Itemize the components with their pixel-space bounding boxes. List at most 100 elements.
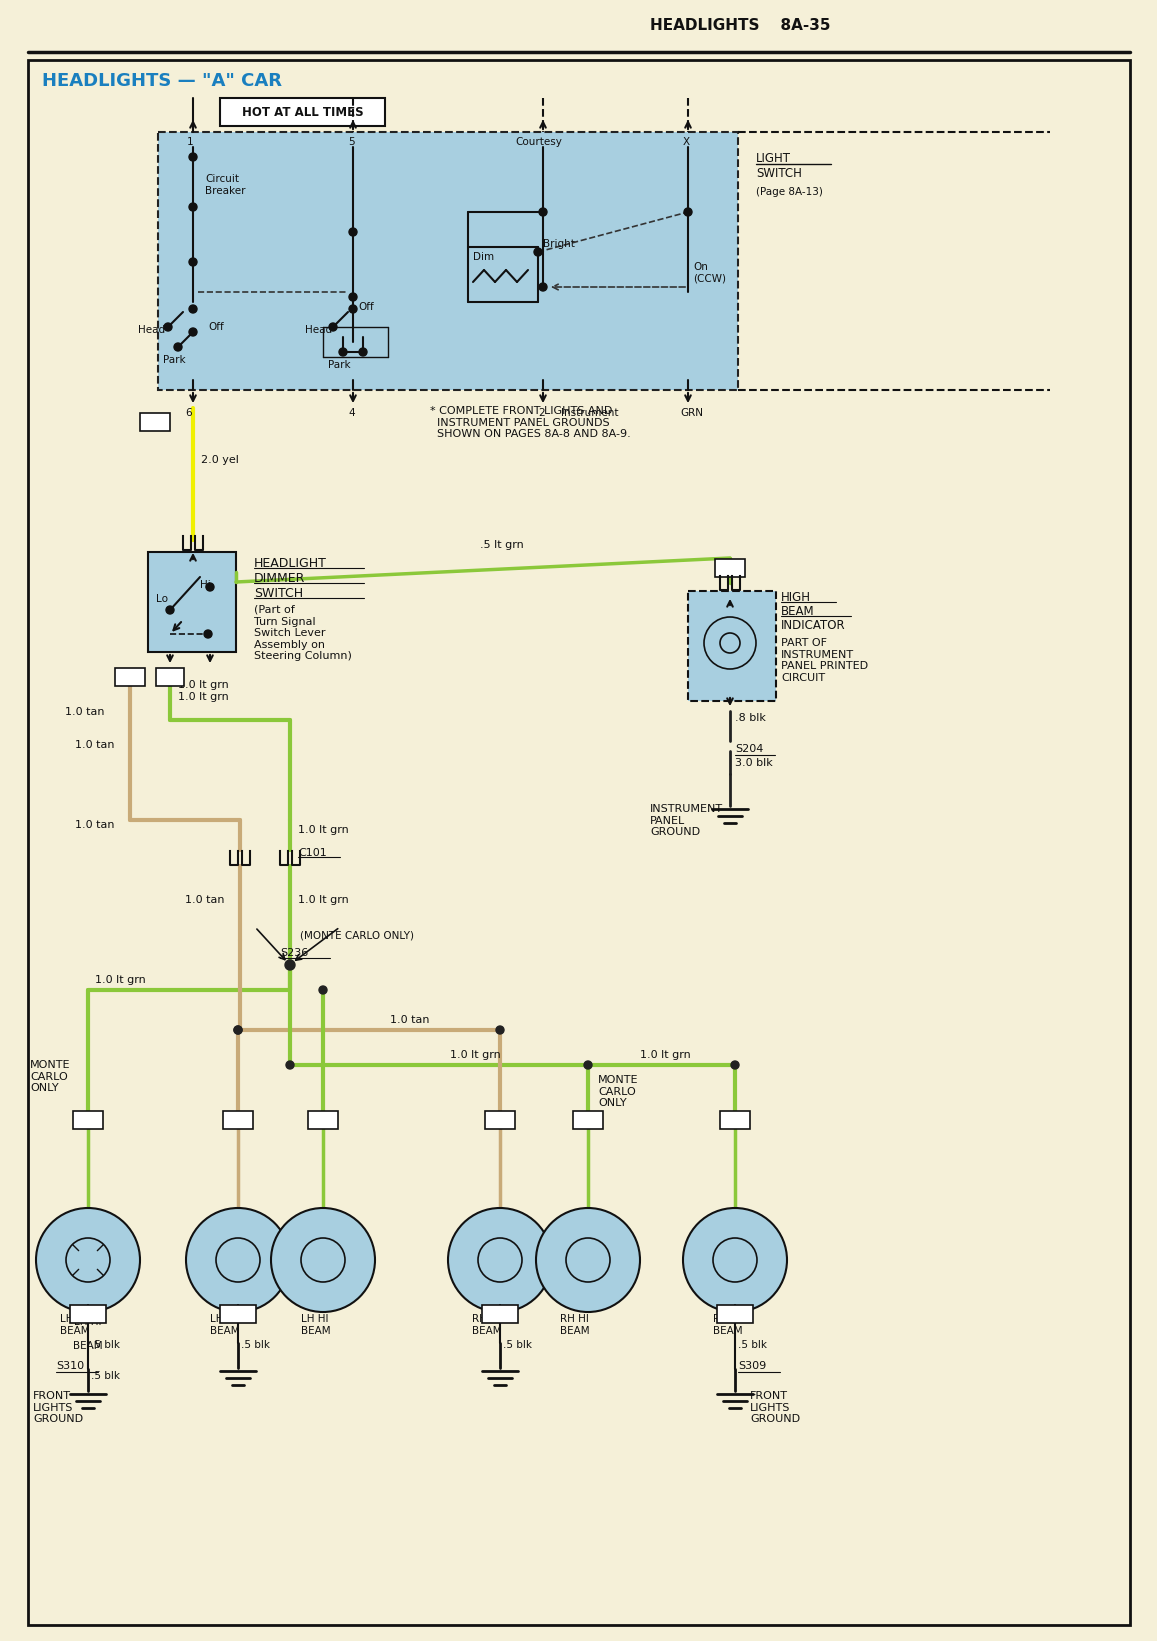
Text: MONTE
CARLO
ONLY: MONTE CARLO ONLY [30, 1060, 71, 1093]
Text: Lo: Lo [156, 594, 168, 604]
Bar [159, 131, 738, 391]
Text: MONTE
CARLO
ONLY: MONTE CARLO ONLY [598, 1075, 639, 1108]
Text: 11: 11 [163, 673, 177, 683]
Bar [115, 668, 145, 686]
Circle shape [349, 305, 358, 313]
Text: S310: S310 [56, 1360, 84, 1370]
Circle shape [448, 1208, 552, 1313]
Circle shape [684, 208, 692, 217]
Circle shape [285, 960, 295, 970]
Text: 154: 154 [724, 1311, 745, 1321]
Text: (Page 8A-13): (Page 8A-13) [756, 187, 823, 197]
Text: Bright: Bright [543, 240, 575, 249]
Text: Circuit
Breaker: Circuit Breaker [205, 174, 245, 195]
Circle shape [189, 258, 197, 266]
Text: X: X [683, 136, 690, 148]
Bar [717, 1305, 753, 1323]
Text: RH HI: RH HI [560, 1314, 589, 1324]
Text: 4: 4 [348, 409, 355, 418]
Text: BEAM: BEAM [781, 606, 815, 619]
Text: 10: 10 [148, 417, 162, 427]
Text: (Part of
Turn Signal
Switch Lever
Assembly on
Steering Column): (Part of Turn Signal Switch Lever Assemb… [255, 606, 352, 661]
Text: S309: S309 [738, 1360, 766, 1370]
Circle shape [329, 323, 337, 331]
Text: PART OF
INSTRUMENT
PANEL PRINTED
CIRCUIT: PART OF INSTRUMENT PANEL PRINTED CIRCUIT [781, 638, 868, 683]
Text: BEAM: BEAM [560, 1326, 590, 1336]
Text: FRONT
LIGHTS
GROUND: FRONT LIGHTS GROUND [750, 1392, 801, 1424]
Text: .5 lt grn: .5 lt grn [480, 540, 524, 550]
Text: Head: Head [138, 325, 165, 335]
Circle shape [234, 1026, 242, 1034]
Circle shape [496, 1026, 504, 1034]
Text: 11: 11 [723, 563, 737, 573]
Text: Hi: Hi [200, 579, 211, 591]
Text: HEADLIGHTS    8A-35: HEADLIGHTS 8A-35 [650, 18, 831, 33]
Circle shape [319, 986, 327, 994]
Text: BEAM: BEAM [301, 1326, 331, 1336]
Bar [308, 1111, 338, 1129]
Text: Park: Park [327, 359, 351, 369]
Circle shape [359, 348, 367, 356]
Circle shape [165, 606, 174, 614]
Text: 1: 1 [187, 136, 193, 148]
Text: Courtesy: Courtesy [515, 136, 562, 148]
Text: 12: 12 [231, 1114, 245, 1126]
Text: .5 blk: .5 blk [241, 1341, 270, 1351]
Text: 1.0 lt grn: 1.0 lt grn [299, 825, 348, 835]
Text: LIGHT: LIGHT [756, 153, 791, 166]
Text: Park: Park [163, 354, 185, 364]
Text: .5 blk: .5 blk [91, 1341, 120, 1351]
Text: LH HI: LH HI [74, 1318, 102, 1328]
Circle shape [189, 153, 197, 161]
Text: SWITCH: SWITCH [756, 167, 802, 181]
Circle shape [189, 328, 197, 336]
Text: * COMPLETE FRONT LIGHTS AND
  INSTRUMENT PANEL GROUNDS
  SHOWN ON PAGES 8A-8 AND: * COMPLETE FRONT LIGHTS AND INSTRUMENT P… [430, 405, 631, 440]
Circle shape [539, 208, 547, 217]
Text: Head: Head [305, 325, 332, 335]
Text: Off: Off [358, 302, 374, 312]
Text: 1.0 tan: 1.0 tan [75, 740, 115, 750]
Bar [573, 1111, 603, 1129]
Text: 1.0 lt grn: 1.0 lt grn [178, 693, 229, 702]
Bar [482, 1305, 518, 1323]
Circle shape [683, 1208, 787, 1313]
Text: 11: 11 [81, 1114, 95, 1126]
Text: .5 blk: .5 blk [738, 1341, 767, 1351]
Bar [220, 1305, 256, 1323]
Circle shape [339, 348, 347, 356]
Circle shape [539, 282, 547, 290]
Text: FRONT
LIGHTS
GROUND: FRONT LIGHTS GROUND [34, 1392, 83, 1424]
Bar [156, 668, 184, 686]
Circle shape [234, 1026, 242, 1034]
Text: BEAM: BEAM [472, 1326, 502, 1336]
Text: 1.0 lt grn: 1.0 lt grn [299, 894, 348, 904]
Text: LH HI: LH HI [60, 1314, 88, 1324]
Text: 12: 12 [581, 1114, 595, 1126]
Bar [720, 1111, 750, 1129]
Text: 2.0 yel: 2.0 yel [201, 455, 238, 464]
Text: SWITCH: SWITCH [255, 587, 303, 601]
Text: .5 blk: .5 blk [503, 1341, 532, 1351]
Text: 152: 152 [78, 1311, 98, 1321]
Text: 154: 154 [489, 1311, 510, 1321]
Circle shape [186, 1208, 290, 1313]
Bar [223, 1111, 253, 1129]
Circle shape [349, 294, 358, 300]
Bar [73, 1111, 103, 1129]
Text: 2: 2 [538, 409, 545, 418]
Text: LH HI: LH HI [301, 1314, 329, 1324]
Circle shape [189, 305, 197, 313]
Text: Dim: Dim [473, 253, 494, 263]
Circle shape [174, 343, 182, 351]
Bar [71, 1305, 106, 1323]
Text: 1.0 lt grn: 1.0 lt grn [95, 975, 146, 985]
Text: HOT AT ALL TIMES: HOT AT ALL TIMES [242, 105, 363, 118]
Circle shape [731, 1062, 739, 1068]
Text: DIMMER: DIMMER [255, 573, 305, 584]
Circle shape [164, 323, 172, 331]
Text: 5: 5 [348, 136, 355, 148]
Bar [715, 560, 745, 578]
Circle shape [189, 203, 197, 212]
Text: S236: S236 [280, 948, 308, 958]
Text: S204: S204 [735, 743, 764, 753]
